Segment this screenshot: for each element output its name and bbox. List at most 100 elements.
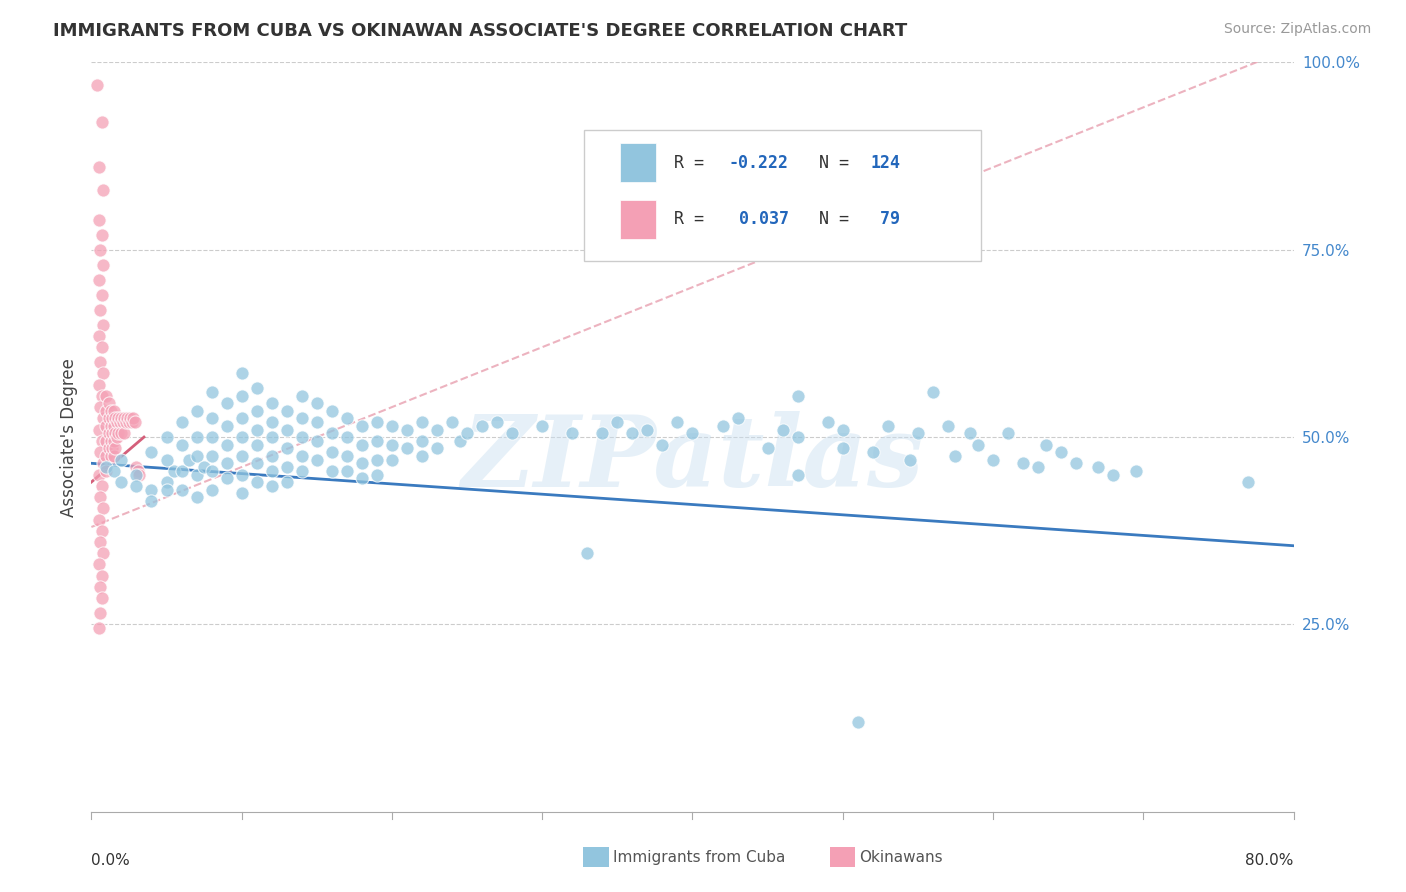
Y-axis label: Associate's Degree: Associate's Degree	[59, 358, 77, 516]
Point	[260, 415, 283, 429]
Point	[114, 426, 136, 441]
Point	[260, 479, 283, 493]
Point	[291, 389, 314, 403]
Point	[125, 460, 148, 475]
Point	[117, 411, 139, 425]
Point	[98, 442, 121, 456]
Point	[104, 442, 127, 456]
Point	[103, 434, 125, 448]
Point	[100, 418, 122, 433]
Point	[93, 183, 115, 197]
Point	[114, 411, 136, 425]
Point	[381, 452, 404, 467]
Point	[1035, 437, 1057, 451]
Point	[1026, 460, 1049, 475]
Point	[231, 367, 253, 381]
Point	[93, 456, 115, 470]
Point	[471, 418, 494, 433]
Point	[170, 415, 193, 429]
Point	[87, 329, 110, 343]
Point	[959, 426, 981, 441]
Point	[231, 467, 253, 482]
Point	[486, 415, 509, 429]
Point	[98, 411, 121, 425]
Point	[201, 449, 224, 463]
Point	[110, 475, 132, 489]
Point	[107, 426, 129, 441]
Point	[87, 161, 110, 175]
Point	[101, 411, 124, 425]
Point	[817, 415, 839, 429]
Point	[350, 437, 373, 451]
Point	[90, 524, 112, 538]
Point	[898, 452, 921, 467]
Point	[321, 445, 343, 459]
Point	[350, 456, 373, 470]
Point	[1012, 456, 1035, 470]
Point	[215, 396, 238, 410]
Point	[170, 464, 193, 478]
Point	[111, 415, 134, 429]
Point	[215, 437, 238, 451]
Point	[786, 389, 808, 403]
Point	[336, 449, 359, 463]
Point	[155, 452, 177, 467]
Point	[103, 464, 125, 478]
Point	[103, 418, 125, 433]
Point	[110, 452, 132, 467]
Point	[246, 456, 269, 470]
Point	[96, 449, 118, 463]
Point	[246, 437, 269, 451]
Point	[981, 452, 1004, 467]
Point	[426, 442, 449, 456]
Point	[100, 434, 122, 448]
Point	[576, 546, 599, 560]
Point	[141, 493, 163, 508]
Point	[103, 404, 125, 418]
Point	[1087, 460, 1109, 475]
Point	[772, 423, 794, 437]
Point	[381, 437, 404, 451]
Point	[118, 415, 141, 429]
Point	[107, 411, 129, 425]
Point	[786, 467, 808, 482]
Point	[177, 452, 200, 467]
Point	[124, 415, 146, 429]
Point	[110, 411, 132, 425]
Point	[1102, 467, 1125, 482]
Point	[90, 340, 112, 354]
Point	[90, 568, 112, 582]
Point	[395, 442, 418, 456]
Text: IMMIGRANTS FROM CUBA VS OKINAWAN ASSOCIATE'S DEGREE CORRELATION CHART: IMMIGRANTS FROM CUBA VS OKINAWAN ASSOCIA…	[53, 22, 908, 40]
Point	[997, 426, 1019, 441]
Point	[87, 558, 110, 572]
Point	[366, 467, 388, 482]
Point	[350, 418, 373, 433]
Point	[846, 714, 869, 729]
Point	[87, 512, 110, 526]
Point	[305, 434, 328, 448]
Point	[936, 418, 959, 433]
Point	[98, 426, 121, 441]
Point	[125, 479, 148, 493]
Point	[291, 464, 314, 478]
Point	[201, 411, 224, 425]
Point	[101, 426, 124, 441]
Point	[501, 426, 523, 441]
Point	[449, 434, 471, 448]
Point	[186, 490, 208, 504]
Point	[201, 430, 224, 444]
Point	[260, 430, 283, 444]
Point	[1125, 464, 1147, 478]
Point	[87, 273, 110, 287]
Point	[276, 423, 298, 437]
Point	[711, 418, 734, 433]
Point	[98, 396, 121, 410]
Text: N =: N =	[818, 210, 859, 228]
Point	[426, 423, 449, 437]
Point	[411, 434, 433, 448]
Point	[831, 423, 853, 437]
Point	[163, 464, 186, 478]
Point	[93, 367, 115, 381]
Point	[103, 449, 125, 463]
